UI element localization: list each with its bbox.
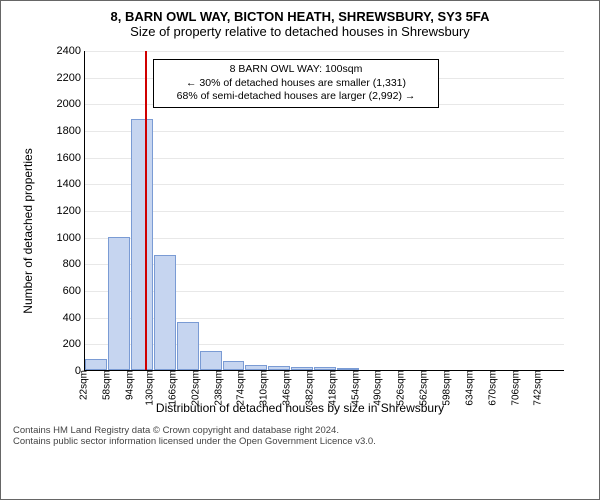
y-tick-label: 2000 [57,98,85,110]
gridline [85,238,564,239]
y-axis-label: Number of detached properties [21,148,35,313]
marker-line [145,51,147,370]
page-subtitle: Size of property relative to detached ho… [13,24,587,39]
x-tick-label: 22sqm [73,370,90,400]
histogram-bar [108,237,130,370]
info-box-line1: 8 BARN OWL WAY: 100sqm [162,63,430,77]
page-title: 8, BARN OWL WAY, BICTON HEATH, SHREWSBUR… [13,9,587,24]
histogram-bar [131,119,153,370]
y-tick-label: 2400 [57,45,85,57]
gridline [85,158,564,159]
y-tick-label: 600 [63,285,85,297]
histogram-bar [223,361,245,370]
y-tick-label: 1200 [57,205,85,217]
y-tick-label: 400 [63,312,85,324]
y-tick-label: 800 [63,258,85,270]
gridline [85,51,564,52]
y-tick-label: 1000 [57,232,85,244]
footer-line-1: Contains HM Land Registry data © Crown c… [13,425,587,436]
footer: Contains HM Land Registry data © Crown c… [13,425,587,448]
x-tick-label: 94sqm [119,370,136,400]
y-tick-label: 1800 [57,125,85,137]
y-tick-label: 2200 [57,72,85,84]
footer-line-2: Contains public sector information licen… [13,436,587,447]
x-tick-label: 58sqm [96,370,113,400]
y-tick-label: 200 [63,338,85,350]
y-tick-label: 1600 [57,152,85,164]
gridline [85,131,564,132]
info-box: 8 BARN OWL WAY: 100sqm← 30% of detached … [153,59,439,108]
histogram-bar [200,351,222,370]
info-box-line2: ← 30% of detached houses are smaller (1,… [162,77,430,91]
y-tick-label: 1400 [57,178,85,190]
histogram-bar [154,255,176,370]
chart-area: Number of detached properties 0200400600… [20,41,580,421]
gridline [85,211,564,212]
histogram-plot: 0200400600800100012001400160018002000220… [84,51,564,371]
histogram-bar [177,322,199,370]
histogram-bar [85,359,107,370]
gridline [85,184,564,185]
x-axis-label: Distribution of detached houses by size … [20,401,580,415]
info-box-line3: 68% of semi-detached houses are larger (… [162,90,430,104]
